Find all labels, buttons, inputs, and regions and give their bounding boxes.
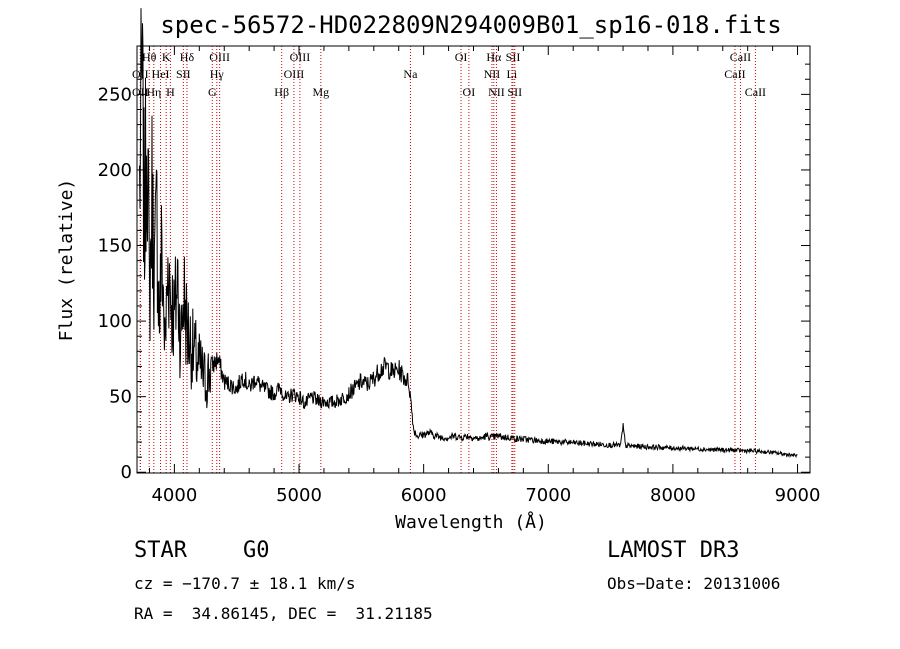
y-axis-ticks: 0 50 100 150 200 250 [98,63,810,483]
marker-label-k: K [162,50,171,64]
observation-date: Obs−Date: 20131006 [607,574,781,593]
spectrum-series [139,8,798,459]
y-tick-label: 250 [98,84,132,105]
marker-label-caii: CaII [724,67,745,81]
marker-label-caii: CaII [730,50,751,64]
spectrum-line [139,8,798,459]
survey-name: LAMOST DR3 [607,538,740,563]
marker-label-hα: Hα [486,50,502,64]
marker-label-hθ: Hθ [142,50,157,64]
x-tick-label: 7000 [525,485,571,506]
marker-label-g: G [208,85,217,99]
marker-label-oi: OI [463,85,476,99]
x-axis-ticks: 4000 5000 6000 7000 8000 9000 [148,46,821,506]
plot-frame [136,45,811,474]
marker-label-oiii: OIII [284,67,305,81]
marker-label-hη: Hη [146,85,161,99]
x-tick-label: 8000 [650,485,696,506]
marker-label-na: Na [403,67,418,81]
marker-label-li: Li [507,67,518,81]
chart-title: spec-56572-HD022809N294009B01_sp16-018.f… [160,11,781,39]
marker-label-sii: SII [507,85,522,99]
marker-label-sii: SII [506,50,521,64]
marker-label-hβ: Hβ [274,85,289,99]
y-axis-label: Flux (relative) [56,179,77,342]
marker-label-oiii: OIII [209,50,230,64]
y-tick-label: 50 [109,387,132,408]
object-subclass: G0 [243,538,270,563]
object-class: STAR [134,538,187,563]
marker-label-h: H [166,85,175,99]
redshift-velocity: cz = −170.7 ± 18.1 km/s [134,574,356,593]
marker-label-nii: NII [484,67,501,81]
y-tick-label: 100 [98,311,132,332]
marker-label-oiii: OIII [290,50,311,64]
marker-label-caii: CaII [745,85,766,99]
marker-label-hδ: Hδ [180,50,195,64]
y-tick-label: 0 [121,462,132,483]
y-tick-label: 150 [98,236,132,257]
x-tick-label: 5000 [276,485,322,506]
marker-label-oi: OI [455,50,468,64]
x-axis-label: Wavelength (Å) [395,511,547,533]
marker-label-nii: NII [488,85,505,99]
x-tick-label: 4000 [151,485,197,506]
marker-label-sii: SII [176,67,191,81]
x-tick-label: 9000 [775,485,821,506]
marker-label-hγ: Hγ [210,67,225,81]
marker-label-mg: Mg [312,85,329,99]
x-tick-label: 6000 [401,485,447,506]
coordinates: RA = 34.86145, DEC = 31.21185 [134,604,433,623]
y-tick-label: 200 [98,160,132,181]
marker-label-hei: HeI [152,67,170,81]
